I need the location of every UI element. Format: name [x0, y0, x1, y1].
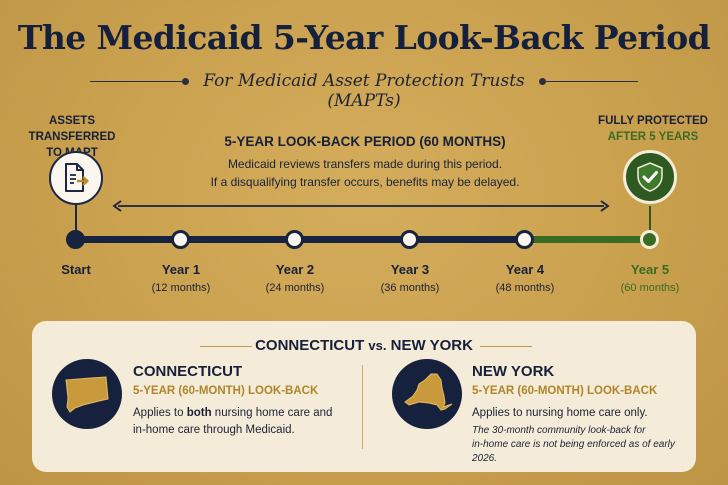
timeline-label-year-5: Year 5 (60 months) — [600, 262, 700, 294]
timeline-bar-protected — [525, 236, 650, 243]
comparison-title-vs: vs. — [368, 338, 387, 353]
subtitle-dot-left — [182, 78, 189, 85]
timeline-dot-start — [66, 230, 85, 249]
timeline-label-start: Start — [26, 262, 126, 277]
ny-name: NEW YORK — [472, 363, 555, 380]
timeline-dot-year-3 — [400, 230, 419, 249]
comparison-panel: CONNECTICUT vs. NEW YORK CONNECTICUT 5-Y… — [32, 321, 696, 472]
ct-description: Applies to both nursing home care and in… — [133, 405, 332, 439]
timeline-months: (12 months) — [151, 282, 211, 294]
start-node-label-line1: ASSETS TRANSFERRED — [28, 115, 116, 143]
end-node-label-line1: FULLY PROTECTED — [598, 115, 708, 127]
comparison-rule-right — [480, 346, 532, 347]
ny-note-line2: in-home care is not being enforced as of… — [472, 439, 675, 464]
comparison-title-right: NEW YORK — [390, 337, 473, 354]
ct-desc-bold: both — [186, 407, 212, 419]
comparison-rule-left — [200, 346, 252, 347]
ct-desc-pre: Applies to — [133, 407, 187, 419]
double-arrow-icon — [112, 200, 610, 212]
ny-note: The 30-month community look-back for in-… — [472, 424, 696, 466]
connecticut-map-icon — [52, 359, 122, 429]
timeline-months: (36 months) — [380, 282, 440, 294]
comparison-title-left: CONNECTICUT — [255, 337, 365, 354]
timeline — [0, 228, 728, 252]
ct-desc-post: nursing home care and — [211, 407, 333, 419]
timeline-label-year-3: Year 3 (36 months) — [360, 262, 460, 294]
timeline-year: Year 3 — [390, 262, 430, 277]
timeline-year: Year 2 — [275, 262, 315, 277]
subtitle-rule-right — [546, 81, 638, 82]
timeline-dot-year-1 — [171, 230, 190, 249]
end-node-label-line2: AFTER 5 YEARS — [607, 131, 699, 143]
timeline-label-year-4: Year 4 (48 months) — [475, 262, 575, 294]
timeline-months: (24 months) — [265, 282, 325, 294]
timeline-label-year-1: Year 1 (12 months) — [131, 262, 231, 294]
new-york-map-icon — [392, 359, 462, 429]
timeline-dot-year-5 — [640, 230, 659, 249]
timeline-year: Year 1 — [161, 262, 201, 277]
ct-description-line1: Applies to both nursing home care and — [133, 405, 332, 422]
ct-name: CONNECTICUT — [133, 363, 243, 380]
timeline-months: (48 months) — [495, 282, 555, 294]
ny-lookback: 5-YEAR (60-MONTH) LOOK-BACK — [472, 385, 658, 397]
period-title: 5-YEAR LOOK-BACK PERIOD (60 MONTHS) — [224, 134, 506, 149]
ny-description: Applies to nursing home care only. — [472, 407, 648, 419]
period-description-line2: If a disqualifying transfer occurs, bene… — [210, 175, 520, 189]
subtitle-rule-left — [90, 81, 182, 82]
period-description: Medicaid reviews transfers made during t… — [170, 155, 560, 191]
ct-lookback: 5-YEAR (60-MONTH) LOOK-BACK — [133, 385, 319, 397]
end-node-label: FULLY PROTECTED AFTER 5 YEARS — [584, 113, 722, 145]
timeline-year: Year 5 — [630, 262, 670, 277]
timeline-dot-year-2 — [285, 230, 304, 249]
state-divider — [362, 365, 363, 449]
timeline-year: Year 4 — [505, 262, 545, 277]
timeline-months: (60 months) — [620, 282, 680, 294]
shield-check-icon — [623, 150, 677, 204]
ct-description-line2: in-home care through Medicaid. — [133, 424, 295, 436]
timeline-label-year-2: Year 2 (24 months) — [245, 262, 345, 294]
subtitle-row: For Medicaid Asset Protection Trusts (MA… — [90, 70, 638, 111]
timeline-year: Start — [61, 262, 91, 277]
ny-note-line1: The 30-month community look-back for — [472, 425, 646, 436]
comparison-title: CONNECTICUT vs. NEW YORK — [32, 337, 696, 354]
subtitle: For Medicaid Asset Protection Trusts (MA… — [203, 71, 525, 111]
timeline-dot-year-4 — [515, 230, 534, 249]
subtitle-dot-right — [539, 78, 546, 85]
start-connector — [75, 205, 77, 235]
document-arrow-icon — [49, 151, 103, 205]
period-description-line1: Medicaid reviews transfers made during t… — [227, 157, 503, 171]
end-connector — [649, 206, 651, 235]
page-title: The Medicaid 5-Year Look-Back Period — [17, 18, 711, 57]
